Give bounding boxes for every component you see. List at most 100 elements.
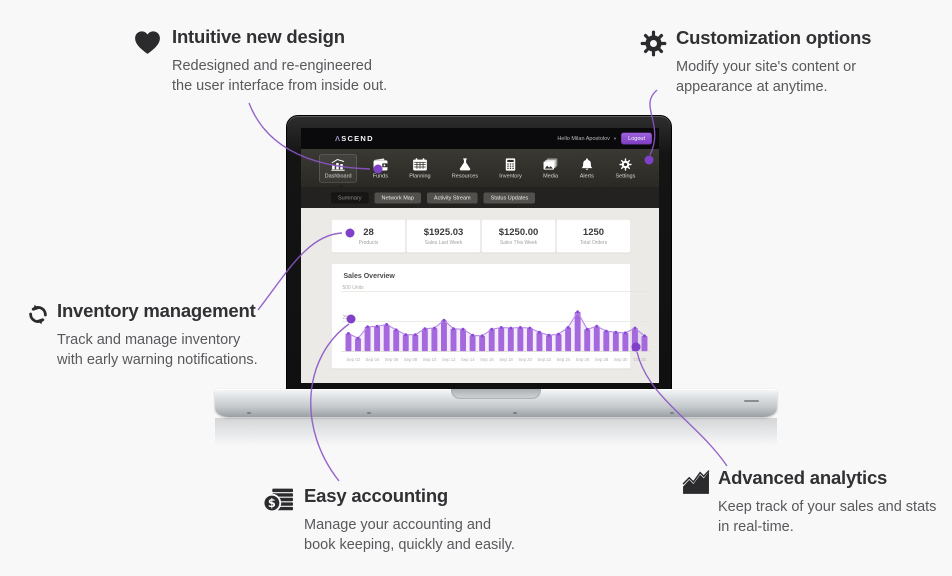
stat-value: 28 <box>363 226 374 238</box>
nav-item-inventory[interactable]: Inventory <box>494 154 528 182</box>
laptop-base <box>215 389 777 417</box>
chart-bar <box>555 334 562 352</box>
calculator-icon <box>503 158 518 171</box>
feature-description: Redesigned and re-engineered the user in… <box>172 58 388 94</box>
feature-customization-options: Customization options Modify your site's… <box>640 27 891 97</box>
x-tick-label: Sep 08 <box>404 357 418 362</box>
svg-text:$: $ <box>268 496 276 510</box>
chart-bar <box>612 332 619 352</box>
heart-icon <box>133 29 162 55</box>
chart-bar <box>469 335 476 352</box>
chart-bar <box>479 335 486 352</box>
bell-icon <box>579 158 594 171</box>
nav-label: Inventory <box>499 172 522 179</box>
stats-row: 28 Products $1925.03 Sales Last Week $1250.0… <box>301 208 659 253</box>
area-chart-icon <box>682 470 710 495</box>
chart-bar <box>412 334 419 352</box>
wallet-icon <box>373 158 388 171</box>
nav-label: Resources <box>451 172 479 179</box>
chart-bar <box>641 335 648 352</box>
x-tick-label: Oct 02 <box>633 357 646 362</box>
gear-icon <box>640 30 667 57</box>
x-tick-label: Sep 16 <box>480 357 494 362</box>
feature-description: Track and manage inventory with early wa… <box>57 332 258 368</box>
chart-bar <box>622 332 629 352</box>
photos-icon <box>543 158 558 171</box>
feature-easy-accounting: $ Easy accounting Manage your accounting… <box>263 485 549 555</box>
chart-bar <box>603 331 610 352</box>
chart-bar <box>565 327 572 352</box>
stat-label: Sales This Week <box>499 239 538 246</box>
chart-bar <box>345 333 352 352</box>
coins-icon: $ <box>263 488 294 515</box>
chart-bar <box>584 329 591 352</box>
dashboard-nav: Dashboard Funds Planning Resources Inventory… <box>301 149 659 188</box>
user-greeting[interactable]: Hello Milan Apostolov <box>557 135 610 142</box>
logout-button[interactable]: Logout <box>621 132 652 145</box>
laptop-base-slot <box>744 400 759 402</box>
x-tick-label: Sep 26 <box>576 357 590 362</box>
chart-title: Sales Overview <box>343 271 395 280</box>
feature-title: Advanced analytics <box>718 467 888 488</box>
stat-card-total-orders: 1250 Total Orders <box>556 219 631 253</box>
nav-label: Planning <box>409 172 431 179</box>
chart-bar <box>517 327 524 352</box>
bar-chart-icon <box>331 158 346 171</box>
x-tick-label: Sep 02 <box>346 357 360 362</box>
nav-item-media[interactable]: Media <box>538 154 564 182</box>
stat-card-sales-last-week: $1925.03 Sales Last Week <box>406 219 481 253</box>
tab-network-map[interactable]: Network Map <box>374 192 421 204</box>
x-tick-label: Sep 28 <box>595 357 609 362</box>
dashboard-content: 28 Products $1925.03 Sales Last Week $1250.0… <box>301 208 659 383</box>
nav-label: Settings <box>615 172 636 179</box>
tab-activity-stream[interactable]: Activity Stream <box>426 192 478 204</box>
feature-description: Keep track of your sales and stats in re… <box>718 499 937 535</box>
feature-advanced-analytics: Advanced analytics Keep track of your sa… <box>682 467 952 537</box>
chart-bar <box>574 311 581 352</box>
chart-bar <box>364 326 371 352</box>
chart-bar <box>402 334 409 352</box>
stat-value: $1925.03 <box>423 226 464 238</box>
chart-bar <box>383 324 390 352</box>
x-tick-label: Sep 22 <box>537 357 551 362</box>
chart-bar <box>488 329 495 352</box>
tab-summary[interactable]: Summary <box>331 192 369 204</box>
laptop-screen: ΛSCEND Hello Milan Apostolov ▾ Logout Da… <box>286 115 672 391</box>
gear-icon <box>618 158 633 171</box>
chart-bar <box>507 328 514 352</box>
stat-card-sales-this-week: $1250.00 Sales This Week <box>481 219 556 253</box>
app-header: ΛSCEND Hello Milan Apostolov ▾ Logout <box>301 128 659 149</box>
feature-title: Customization options <box>676 27 872 48</box>
stat-card-products: 28 Products <box>331 219 406 253</box>
chevron-down-icon[interactable]: ▾ <box>613 135 617 141</box>
chart-bar <box>536 332 543 352</box>
feature-inventory-management: Inventory management Track and manage in… <box>27 300 282 370</box>
chart-bar <box>450 328 457 352</box>
chart-bar <box>632 328 638 352</box>
nav-item-dashboard[interactable]: Dashboard <box>319 154 358 183</box>
sales-chart: 500 Units 250 Sep 02 Sep 04 Sep 06 Sep 08 Sep … <box>341 285 650 362</box>
tab-status-updates[interactable]: Status Updates <box>483 192 536 204</box>
nav-item-settings[interactable]: Settings <box>610 154 641 182</box>
feature-description: Manage your accounting and book keeping,… <box>304 517 515 553</box>
x-tick-label: Sep 24 <box>557 357 571 362</box>
feature-title: Easy accounting <box>304 485 449 506</box>
nav-item-resources[interactable]: Resources <box>446 154 483 182</box>
chart-bar <box>393 329 400 352</box>
nav-item-planning[interactable]: Planning <box>404 154 436 182</box>
nav-item-alerts[interactable]: Alerts <box>574 154 600 182</box>
x-tick-label: Sep 06 <box>385 357 399 362</box>
nav-label: Alerts <box>579 172 594 179</box>
chart-bar <box>374 326 381 352</box>
chart-bar <box>460 329 466 352</box>
app-logo: ΛSCEND <box>335 134 374 143</box>
stat-label: Sales Last Week <box>424 239 463 246</box>
stat-value: $1250.00 <box>498 226 539 238</box>
laptop-reflection <box>215 418 777 446</box>
flask-icon <box>457 158 472 171</box>
sync-icon <box>27 303 49 326</box>
nav-item-funds[interactable]: Funds <box>367 154 393 182</box>
feature-title: Inventory management <box>57 300 256 321</box>
nav-label: Funds <box>372 172 388 179</box>
